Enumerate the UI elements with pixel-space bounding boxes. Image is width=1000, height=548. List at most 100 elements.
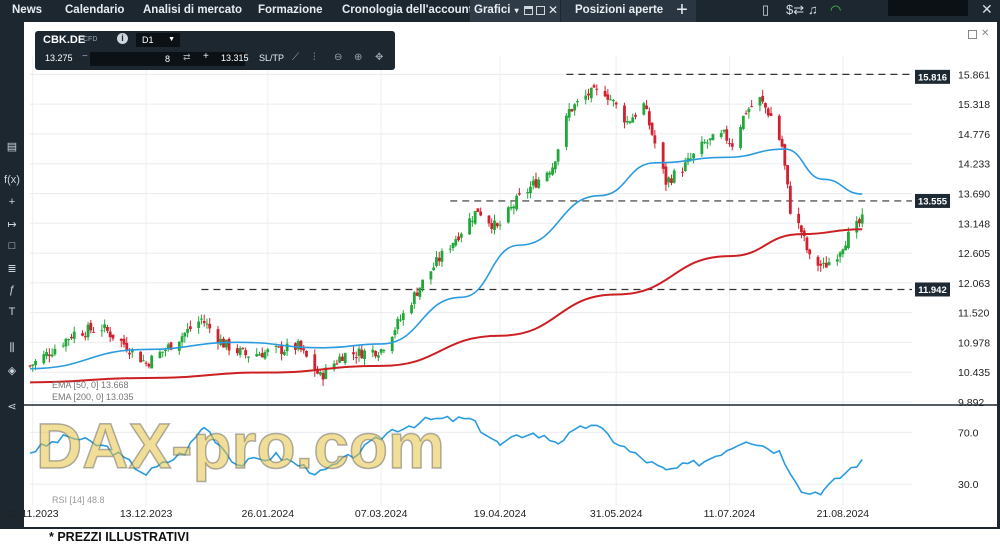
candle-body	[111, 334, 115, 339]
candle-body	[89, 322, 93, 331]
candle-body	[824, 262, 828, 268]
indicator-icon[interactable]: ⫶	[313, 52, 316, 63]
line-tool-icon[interactable]: ↦	[7, 219, 17, 231]
nav-training[interactable]: Formazione	[258, 4, 323, 16]
candle-body	[855, 221, 859, 233]
candle-body	[708, 138, 712, 141]
candle-body	[725, 129, 729, 141]
zoom-out-icon[interactable]: ⊖	[334, 52, 343, 63]
candle-body	[144, 362, 148, 364]
buy-price[interactable]: 13.315	[221, 53, 249, 63]
magnet-icon[interactable]: ⫼	[9, 342, 15, 354]
candle-body	[647, 111, 651, 126]
candle-body	[526, 192, 530, 194]
rsi-tick-label: 70.0	[958, 427, 979, 439]
swap-icon[interactable]: ⇄	[183, 52, 191, 62]
sltp-button[interactable]: SL/TP	[259, 53, 285, 63]
candle-body	[399, 319, 402, 321]
panel-icon[interactable]: ▤	[6, 141, 18, 153]
symbol-name[interactable]: CBK.DE	[43, 34, 86, 46]
candle-body	[847, 231, 850, 249]
candle-body	[589, 87, 593, 99]
candle-body	[711, 134, 715, 141]
trend-line-icon[interactable]: ⟋	[292, 52, 299, 63]
candle-body	[335, 363, 339, 365]
candle-body	[106, 326, 109, 331]
candle-body	[728, 143, 731, 145]
chart-close-icon[interactable]: ✕	[981, 28, 990, 39]
close-icon[interactable]: ✕	[981, 1, 993, 17]
candle-body	[786, 165, 789, 185]
top-nav: News Calendario Analisi di mercato Forma…	[0, 0, 1000, 22]
close-tab-icon[interactable]: ✕	[548, 3, 559, 17]
timeframe-select[interactable]: D1 ▼	[136, 33, 180, 47]
text-tool-icon[interactable]: T	[8, 306, 16, 318]
candle-body	[31, 364, 35, 366]
candle-body	[584, 95, 588, 100]
candle-body	[299, 340, 303, 350]
candle-body	[258, 354, 261, 356]
candle-body	[119, 338, 123, 341]
candle-body	[188, 326, 192, 330]
candle-body	[570, 109, 574, 112]
minimize-icon[interactable]	[524, 6, 533, 15]
currency-exchange-icon[interactable]: $⇄	[786, 2, 805, 17]
bell-icon[interactable]: ♫	[808, 2, 818, 17]
quantity-input[interactable]: 8	[90, 52, 245, 66]
candle-body	[797, 213, 801, 224]
candle-body	[689, 158, 693, 160]
plus-icon[interactable]: +	[203, 51, 209, 62]
candle-body	[321, 372, 325, 380]
add-tab-button[interactable]: +	[668, 0, 696, 22]
minus-icon[interactable]: −	[82, 51, 88, 62]
indicator-function-icon[interactable]: f(x)	[4, 174, 20, 186]
candle-body	[705, 142, 709, 144]
right-frame	[997, 22, 1000, 528]
tab-open-positions[interactable]: Posizioni aperte	[561, 0, 678, 22]
layers-icon[interactable]: ◈	[7, 365, 17, 377]
rsi-grid	[30, 431, 912, 485]
price-tick-label: 12.605	[958, 248, 990, 260]
candle-body	[529, 186, 532, 194]
candle-body	[805, 237, 809, 251]
info-icon[interactable]: i	[117, 33, 128, 44]
chart-window-icon[interactable]	[968, 30, 977, 39]
candle-body	[623, 105, 626, 123]
nav-market-analysis[interactable]: Analisi di mercato	[143, 4, 243, 16]
chevron-down-icon[interactable]: ▾	[514, 6, 519, 15]
nav-calendar[interactable]: Calendario	[65, 4, 125, 16]
candle-body	[631, 117, 635, 123]
nav-account-history[interactable]: Cronologia dell'account	[342, 4, 473, 16]
sell-price[interactable]: 13.275	[45, 53, 73, 63]
rsi-tick-label: 30.0	[958, 479, 979, 491]
crosshair-icon[interactable]: +	[8, 196, 16, 208]
rsi-axis: 70.0 30.0	[958, 427, 979, 491]
candle-body	[274, 345, 278, 347]
account-balance-box[interactable]	[888, 0, 968, 16]
candle-body	[515, 195, 519, 210]
share-icon[interactable]: ⋖	[7, 401, 17, 413]
candle-body	[202, 321, 206, 324]
rectangle-tool-icon[interactable]: □	[8, 240, 16, 252]
price-tick-label: 12.063	[958, 278, 990, 290]
fibonacci-icon[interactable]: ≣	[7, 263, 17, 275]
time-axis: 02.11.2023 13.12.2023 26.01.2024 07.03.2024…	[7, 508, 869, 520]
layout-icon[interactable]: ▯	[762, 2, 770, 17]
candle-body	[305, 350, 308, 357]
candle-body	[692, 153, 695, 159]
nav-news[interactable]: News	[12, 4, 43, 16]
move-icon[interactable]: ✥	[375, 52, 384, 63]
price-tag-label: 15.816	[918, 72, 947, 83]
candle-body	[576, 101, 579, 103]
candle-body	[354, 357, 358, 359]
candle-body	[255, 354, 259, 357]
pen-tool-icon[interactable]: ƒ	[8, 284, 16, 296]
candle-body	[263, 352, 267, 359]
time-tick-label: 11.07.2024	[704, 508, 756, 520]
maximize-icon[interactable]	[536, 6, 545, 15]
zoom-in-icon[interactable]: ⊕	[354, 52, 363, 63]
candle-body	[108, 331, 112, 338]
candle-body	[122, 338, 126, 345]
tab-charts[interactable]: Grafici ▾	[470, 0, 560, 22]
